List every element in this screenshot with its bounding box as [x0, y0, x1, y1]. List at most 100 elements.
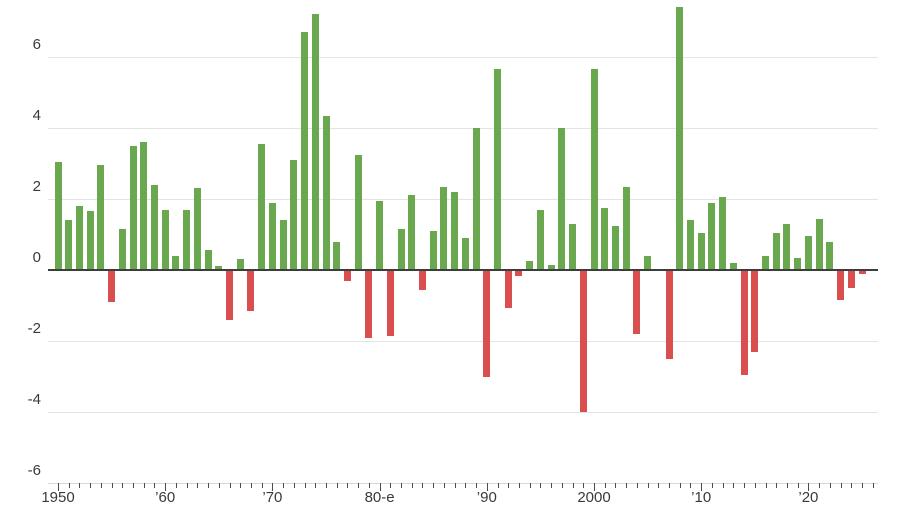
- x-axis-year-tick: [615, 483, 617, 488]
- bar-1954: [97, 165, 105, 269]
- y-axis-label: 6: [32, 36, 41, 53]
- x-axis-year-tick: [829, 483, 831, 488]
- x-axis-year-tick: [626, 483, 628, 488]
- bar-2019: [794, 257, 802, 269]
- bar-1975: [322, 115, 330, 269]
- x-axis-year-tick: [154, 483, 156, 488]
- x-axis-year-tick: [197, 483, 199, 488]
- x-axis-year-tick: [122, 483, 124, 488]
- x-axis-year-tick: [497, 483, 499, 488]
- bar-2005: [644, 255, 652, 269]
- x-axis-year-tick: [68, 483, 70, 488]
- x-axis-year-tick: [476, 483, 478, 488]
- bar-1979: [365, 271, 373, 338]
- bar-1950: [54, 161, 62, 269]
- x-axis-year-tick: [186, 483, 188, 488]
- bar-1985: [429, 230, 437, 269]
- x-axis-year-tick: [744, 483, 746, 488]
- bar-2016: [762, 255, 770, 269]
- x-axis-year-tick: [261, 483, 263, 488]
- x-axis-year-tick: [175, 483, 177, 488]
- bar-2013: [729, 262, 737, 269]
- zero-axis-line: [48, 268, 878, 272]
- x-axis-year-tick: [250, 483, 252, 488]
- bar-1973: [301, 32, 309, 269]
- x-axis-year-tick: [315, 483, 317, 488]
- bar-1984: [418, 271, 426, 290]
- bar-1995: [536, 209, 544, 269]
- bar-1951: [65, 220, 73, 269]
- y-axis-label: 2: [32, 178, 41, 195]
- bar-1956: [118, 229, 126, 269]
- x-axis-year-tick: [636, 483, 638, 488]
- bar-1967: [236, 259, 244, 269]
- bar-2011: [708, 202, 716, 269]
- x-axis-year-tick: [604, 483, 606, 488]
- x-axis-year-tick: [679, 483, 681, 488]
- x-axis-year-tick: [872, 483, 874, 488]
- bar-2010: [697, 232, 705, 269]
- x-axis-year-tick: [240, 483, 242, 488]
- x-axis-year-tick: [390, 483, 392, 488]
- x-axis-year-tick: [572, 483, 574, 488]
- x-axis-year-tick: [304, 483, 306, 488]
- gridline-y2: [48, 199, 878, 200]
- x-axis-year-tick: [465, 483, 467, 488]
- bar-2007: [665, 271, 673, 360]
- x-axis-year-tick: [508, 483, 510, 488]
- bar-1983: [408, 195, 416, 269]
- bar-2024: [847, 271, 855, 289]
- bar-1964: [204, 250, 212, 269]
- bar-2015: [751, 271, 759, 352]
- bar-2020: [804, 236, 812, 269]
- x-axis-year-tick: [754, 483, 756, 488]
- bar-1999: [579, 271, 587, 413]
- x-axis-year-tick: [454, 483, 456, 488]
- bar-2002: [611, 225, 619, 269]
- x-axis-year-tick: [229, 483, 231, 488]
- x-axis-label-1970: ’70: [262, 489, 283, 506]
- bar-1974: [311, 14, 319, 269]
- x-axis-year-tick: [111, 483, 113, 488]
- bar-2017: [772, 232, 780, 269]
- bar-1989: [472, 128, 480, 269]
- x-axis-year-tick: [347, 483, 349, 488]
- x-axis-year-tick: [90, 483, 92, 488]
- bar-1990: [483, 271, 491, 377]
- x-axis-label-2020: ’20: [798, 489, 819, 506]
- bar-1988: [461, 238, 469, 269]
- bar-1972: [290, 159, 298, 269]
- bar-1971: [279, 220, 287, 269]
- x-axis-year-tick: [443, 483, 445, 488]
- bar-1980: [376, 200, 384, 269]
- x-axis-year-tick: [133, 483, 135, 488]
- x-axis-year-tick: [658, 483, 660, 488]
- y-axis-label: -2: [27, 320, 41, 337]
- bar-2008: [676, 7, 684, 269]
- bar-1969: [258, 143, 266, 269]
- x-axis-decade-tick: [486, 483, 488, 491]
- x-axis-label-1960: ’60: [155, 489, 176, 506]
- x-axis-label-1980: 80-e: [364, 489, 395, 506]
- x-axis-year-tick: [851, 483, 853, 488]
- bar-1958: [140, 142, 148, 269]
- bar-2004: [633, 271, 641, 335]
- x-axis-label-2010: ’10: [691, 489, 712, 506]
- x-axis-year-tick: [326, 483, 327, 488]
- bar-1998: [569, 223, 577, 269]
- y-axis-label: -6: [27, 462, 41, 479]
- x-axis-year-tick: [776, 483, 778, 488]
- x-axis-year-tick: [401, 483, 403, 488]
- bar-1968: [247, 271, 255, 312]
- bar-1987: [451, 191, 459, 269]
- x-axis-year-tick: [862, 483, 863, 488]
- bar-2001: [601, 207, 609, 269]
- x-axis-baseline: [48, 483, 878, 484]
- bar-1965: [215, 266, 223, 269]
- bar-1961: [172, 255, 180, 269]
- x-axis-year-tick: [669, 483, 671, 488]
- x-axis-label-2000: 2000: [577, 489, 611, 506]
- bar-1959: [150, 184, 158, 269]
- x-axis-year-tick: [100, 483, 102, 488]
- x-axis-year-tick: [540, 483, 542, 488]
